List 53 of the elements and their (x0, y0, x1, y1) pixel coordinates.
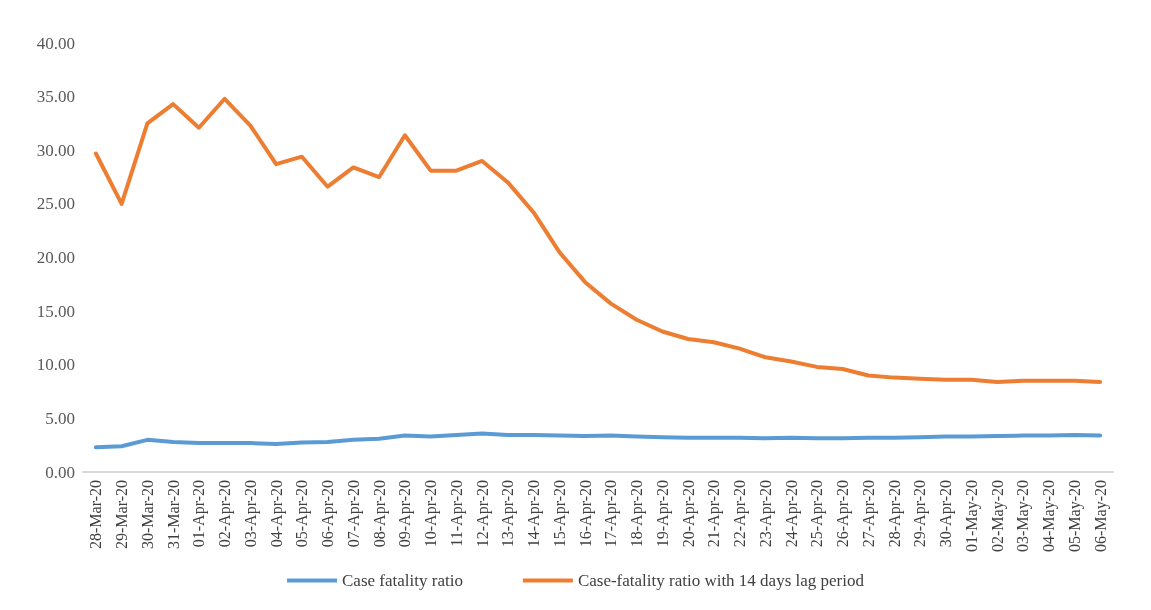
x-tick-label: 10-Apr-20 (422, 480, 441, 548)
x-tick-label: 07-Apr-20 (344, 480, 363, 548)
y-tick-label: 5.00 (45, 408, 75, 428)
x-tick-label: 04-May-20 (1040, 480, 1059, 552)
x-tick-label: 02-Apr-20 (216, 480, 235, 548)
x-tick-label: 29-Apr-20 (911, 480, 930, 548)
line-series (93, 431, 1103, 450)
x-tick-label: 31-Mar-20 (164, 480, 182, 549)
y-tick-label: 10.00 (36, 355, 75, 375)
y-tick-label: 30.00 (36, 140, 75, 160)
x-tick-label: 25-Apr-20 (808, 480, 827, 548)
x-tick-label: 09-Apr-20 (396, 480, 415, 548)
x-tick-label: 27-Apr-20 (859, 480, 878, 548)
legend-label: Case fatality ratio (342, 571, 463, 590)
x-tick-label: 28-Apr-20 (885, 480, 904, 548)
y-tick-label: 25.00 (36, 194, 75, 214)
x-tick-label: 19-Apr-20 (653, 480, 672, 548)
x-tick-label: 01-May-20 (962, 480, 981, 552)
x-tick-label: 05-Apr-20 (293, 480, 312, 548)
x-tick-label: 20-Apr-20 (679, 480, 698, 548)
x-tick-label: 16-Apr-20 (576, 480, 595, 548)
y-tick-label: 20.00 (36, 248, 75, 267)
x-tick-label: 26-Apr-20 (834, 480, 853, 548)
x-tick-label: 06-Apr-20 (319, 480, 338, 548)
x-tick-label: 14-Apr-20 (525, 480, 544, 548)
x-tick-label: 21-Apr-20 (705, 480, 724, 548)
y-tick-label: 0.00 (45, 462, 75, 482)
legend-label: Case-fatality ratio with 14 days lag period (577, 571, 865, 590)
x-tick-label: 13-Apr-20 (499, 480, 518, 548)
x-tick-label: 03-May-20 (1014, 480, 1033, 552)
y-tick-label: 40.00 (36, 33, 75, 53)
x-tick-label: 02-May-20 (988, 480, 1007, 552)
x-tick-label: 28-Mar-20 (87, 480, 105, 549)
x-tick-label: 22-Apr-20 (731, 480, 750, 548)
y-tick-label: 15.00 (36, 301, 75, 321)
x-tick-label: 17-Apr-20 (602, 480, 621, 548)
y-tick-label: 35.00 (36, 87, 75, 107)
x-tick-label: 15-Apr-20 (550, 480, 569, 548)
x-tick-label: 30-Mar-20 (138, 480, 156, 549)
x-tick-label: 11-Apr-20 (447, 480, 466, 547)
x-tick-label: 30-Apr-20 (937, 480, 956, 548)
x-tick-label: 29-Mar-20 (113, 480, 131, 549)
x-tick-label: 23-Apr-20 (756, 480, 775, 548)
x-tick-label: 08-Apr-20 (370, 480, 389, 548)
x-tick-label: 05-May-20 (1065, 480, 1084, 552)
x-tick-label: 01-Apr-20 (190, 480, 209, 548)
x-tick-label: 06-May-20 (1091, 480, 1110, 552)
x-tick-label: 24-Apr-20 (782, 480, 801, 548)
line-series (93, 96, 1103, 384)
x-tick-label: 04-Apr-20 (267, 480, 286, 548)
x-tick-label: 12-Apr-20 (473, 480, 492, 548)
x-tick-label: 03-Apr-20 (241, 480, 260, 548)
x-tick-label: 18-Apr-20 (628, 480, 647, 548)
